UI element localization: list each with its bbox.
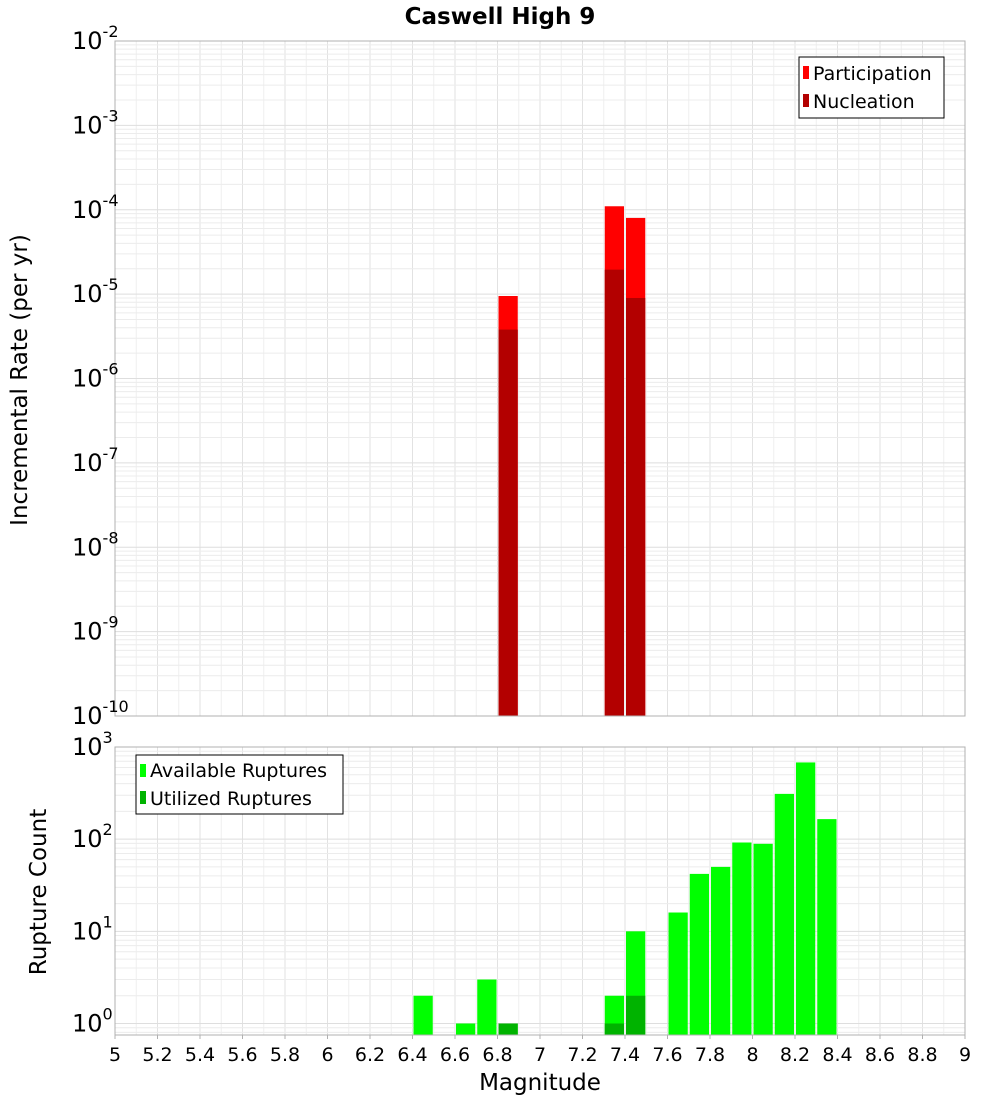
rate-y-tick-label: 10-7	[72, 444, 119, 477]
x-tick-label: 7.4	[610, 1044, 640, 1066]
count-bar-available-ruptures	[774, 793, 794, 1035]
count-bar-utilized-ruptures	[604, 1023, 624, 1035]
rate-grid	[114, 40, 966, 717]
count-bar-utilized-ruptures	[498, 1023, 518, 1035]
x-tick-label: 8.2	[780, 1044, 810, 1066]
rate-y-tick-label: 10-2	[72, 22, 119, 55]
x-tick-label: 8	[746, 1044, 758, 1066]
rate-legend: Participation Nucleation	[798, 56, 945, 119]
chart-title: Caswell High 9	[405, 4, 596, 30]
count-bar-available-ruptures	[817, 819, 837, 1035]
x-tick-label: 6.2	[355, 1044, 385, 1066]
x-tick-label: 5	[109, 1044, 121, 1066]
rate-plot-border	[114, 40, 966, 717]
rate-panel: 10-10 10-9 10-8 10-7 10-6 10-5 10-4 10-3 10-2 In…	[7, 22, 966, 730]
x-tick-label: 6	[321, 1044, 333, 1066]
x-tick-label: 6.4	[397, 1044, 427, 1066]
rate-y-axis-label: Incremental Rate (per yr)	[7, 234, 33, 526]
count-y-ticks: 100 101 102 103	[72, 728, 113, 1037]
count-panel: 100 101 102 103 5 5.2 5.4 5.6 5.8 6 6.2 6.4 6.6 6.8 7…	[26, 728, 971, 1096]
x-tick-label: 7	[534, 1044, 546, 1066]
rate-y-tick-label: 10-5	[72, 275, 119, 308]
count-y-tick-label: 102	[72, 820, 113, 853]
legend-swatch-nucleation	[803, 94, 809, 107]
count-y-axis-label: Rupture Count	[26, 809, 52, 975]
count-bar-available-ruptures	[413, 995, 433, 1035]
rate-y-tick-label: 10-10	[72, 697, 129, 730]
rate-bar-nucleation	[498, 329, 518, 716]
x-tick-label: 8.6	[865, 1044, 895, 1066]
rate-y-tick-label: 10-8	[72, 528, 119, 561]
count-bar-available-ruptures	[732, 842, 752, 1035]
legend-swatch-utilized	[140, 791, 146, 804]
legend-label-participation: Participation	[813, 63, 932, 85]
count-y-tick-label: 100	[72, 1004, 113, 1037]
count-bars	[413, 762, 837, 1035]
rate-bar-nucleation	[604, 269, 624, 716]
legend-label-available: Available Ruptures	[150, 760, 327, 782]
count-y-tick-label: 101	[72, 912, 113, 945]
count-bar-available-ruptures	[668, 912, 688, 1035]
x-tick-label: 8.8	[907, 1044, 937, 1066]
count-legend-box	[135, 754, 344, 815]
rate-y-tick-label: 10-3	[72, 106, 119, 139]
legend-label-utilized: Utilized Ruptures	[150, 788, 312, 810]
count-bar-utilized-ruptures	[626, 995, 646, 1035]
count-bar-available-ruptures	[711, 866, 731, 1035]
x-tick-label: 5.2	[142, 1044, 172, 1066]
count-legend: Available Ruptures Utilized Ruptures	[135, 754, 344, 815]
x-tick-label: 6.8	[482, 1044, 512, 1066]
x-tick-label: 9	[959, 1044, 971, 1066]
x-tick-label: 7.2	[567, 1044, 597, 1066]
x-tick-label: 6.6	[440, 1044, 470, 1066]
count-bar-available-ruptures	[796, 762, 816, 1035]
magnitude-x-ticks: 5 5.2 5.4 5.6 5.8 6 6.2 6.4 6.6 6.8 7 7.2 7.4 7.6 7.8 8…	[109, 1035, 971, 1066]
count-y-tick-label: 103	[72, 728, 113, 761]
rate-legend-box	[798, 56, 945, 119]
x-tick-label: 8.4	[822, 1044, 852, 1066]
rate-y-tick-label: 10-9	[72, 613, 119, 646]
x-tick-label: 7.8	[695, 1044, 725, 1066]
count-bar-available-ruptures	[689, 873, 709, 1035]
legend-swatch-available	[140, 764, 146, 777]
legend-label-nucleation: Nucleation	[813, 91, 915, 113]
x-tick-label: 7.6	[652, 1044, 682, 1066]
rate-y-tick-label: 10-4	[72, 191, 119, 224]
rate-y-ticks: 10-10 10-9 10-8 10-7 10-6 10-5 10-4 10-3 10-2	[72, 22, 129, 730]
rate-bars	[498, 206, 646, 716]
rate-bar-nucleation	[626, 297, 646, 716]
x-tick-label: 5.8	[270, 1044, 300, 1066]
x-tick-label: 5.4	[185, 1044, 215, 1066]
legend-swatch-participation	[803, 66, 809, 79]
rate-y-tick-label: 10-6	[72, 360, 119, 393]
x-axis-label: Magnitude	[479, 1070, 601, 1096]
count-bar-available-ruptures	[753, 843, 773, 1035]
x-tick-label: 5.6	[227, 1044, 257, 1066]
count-bar-available-ruptures	[477, 979, 497, 1035]
count-bar-available-ruptures	[456, 1023, 476, 1035]
